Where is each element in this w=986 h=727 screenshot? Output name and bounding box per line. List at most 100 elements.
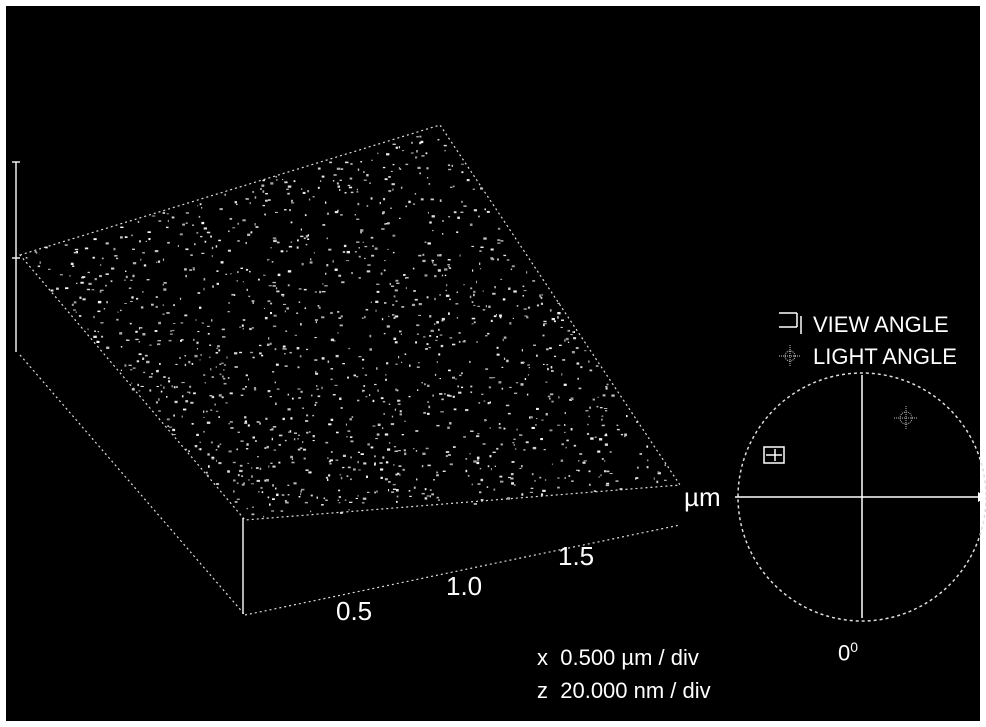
surface-speckle: [489, 377, 493, 379]
surface-speckle: [272, 325, 277, 328]
surface-speckle: [433, 479, 435, 481]
surface-speckle: [232, 461, 236, 464]
surface-speckle: [210, 368, 212, 371]
x-scale-value: 0.500 µm / div: [560, 645, 699, 670]
surface-speckle: [394, 341, 398, 344]
surface-speckle: [380, 397, 384, 400]
surface-speckle: [276, 179, 278, 181]
surface-speckle: [442, 233, 444, 235]
surface-speckle: [427, 464, 431, 467]
surface-speckle: [297, 448, 301, 451]
surface-speckle: [653, 477, 655, 480]
surface-speckle: [493, 488, 496, 491]
surface-speckle: [441, 317, 445, 321]
surface-speckle: [415, 430, 419, 432]
surface-speckle: [448, 454, 451, 456]
surface-speckle: [243, 482, 245, 485]
surface-speckle: [366, 475, 368, 478]
surface-speckle: [256, 479, 260, 482]
surface-speckle: [367, 491, 370, 493]
surface-speckle: [416, 150, 418, 153]
surface-speckle: [561, 443, 564, 446]
surface-speckle: [560, 459, 564, 462]
surface-speckle: [162, 283, 164, 286]
surface-speckle: [382, 211, 385, 214]
surface-speckle: [262, 179, 265, 182]
x-scale-line: x 0.500 µm / div: [537, 647, 699, 669]
surface-speckle: [156, 386, 159, 387]
surface-speckle: [600, 474, 602, 477]
surface-speckle: [527, 364, 530, 366]
surface-speckle: [280, 510, 284, 512]
surface-speckle: [579, 453, 583, 455]
surface-speckle: [566, 439, 569, 442]
surface-speckle: [138, 341, 140, 343]
surface-speckle: [236, 280, 238, 282]
surface-speckle: [524, 378, 527, 380]
surface-speckle: [312, 196, 315, 198]
surface-speckle: [228, 230, 230, 233]
surface-speckle: [462, 341, 464, 343]
surface-speckle: [325, 201, 327, 204]
surface-speckle: [485, 368, 489, 370]
surface-speckle: [416, 136, 419, 138]
surface-speckle: [448, 369, 451, 372]
surface-speckle: [303, 288, 307, 291]
surface-speckle: [594, 436, 597, 438]
surface-speckle: [500, 278, 503, 280]
surface-speckle: [482, 309, 486, 311]
surface-speckle: [421, 465, 424, 468]
surface-speckle: [442, 470, 446, 472]
surface-speckle: [620, 433, 624, 436]
surface-speckle: [599, 407, 603, 409]
surface-speckle: [340, 315, 343, 318]
surface-speckle: [496, 447, 499, 450]
surface-speckle: [217, 445, 220, 448]
surface-speckle: [297, 366, 300, 369]
surface-speckle: [440, 411, 444, 413]
surface-speckle: [571, 480, 574, 482]
surface-speckle: [386, 153, 390, 156]
surface-speckle: [196, 341, 199, 344]
surface-speckle: [94, 330, 96, 332]
surface-speckle: [449, 463, 453, 466]
surface-speckle: [624, 433, 627, 436]
surface-speckle: [291, 458, 294, 460]
surface-speckle: [529, 491, 533, 493]
surface-speckle: [300, 228, 302, 231]
surface-speckle: [339, 397, 342, 400]
surface-speckle: [291, 202, 295, 204]
surface-speckle: [168, 380, 171, 383]
surface-speckle: [185, 274, 187, 278]
surface-speckle: [131, 296, 134, 299]
surface-speckle: [399, 330, 402, 333]
surface-speckle: [391, 491, 395, 493]
surface-speckle: [587, 423, 589, 426]
surface-speckle: [400, 333, 402, 335]
surface-speckle: [379, 201, 381, 205]
surface-speckle: [395, 300, 398, 302]
surface-speckle: [467, 475, 470, 477]
surface-speckle: [375, 438, 378, 440]
surface-speckle: [498, 426, 502, 429]
surface-speckle: [473, 321, 476, 324]
surface-speckle: [401, 306, 405, 308]
surface-speckle: [529, 416, 531, 419]
surface-speckle: [605, 387, 608, 390]
surface-speckle: [245, 448, 249, 450]
surface-speckle: [287, 494, 290, 496]
surface-speckle: [424, 488, 427, 491]
surface-speckle: [380, 272, 383, 275]
surface-speckle: [536, 354, 538, 357]
surface-speckle: [284, 500, 287, 502]
surface-speckle: [595, 365, 599, 367]
surface-speckle: [302, 441, 304, 443]
surface-speckle: [403, 449, 406, 452]
surface-speckle: [551, 370, 554, 372]
surface-speckle: [298, 496, 301, 498]
surface-speckle: [215, 352, 219, 354]
surface-speckle: [539, 296, 542, 298]
surface-speckle: [203, 416, 205, 418]
surface-speckle: [360, 453, 364, 455]
surface-speckle: [500, 443, 503, 446]
